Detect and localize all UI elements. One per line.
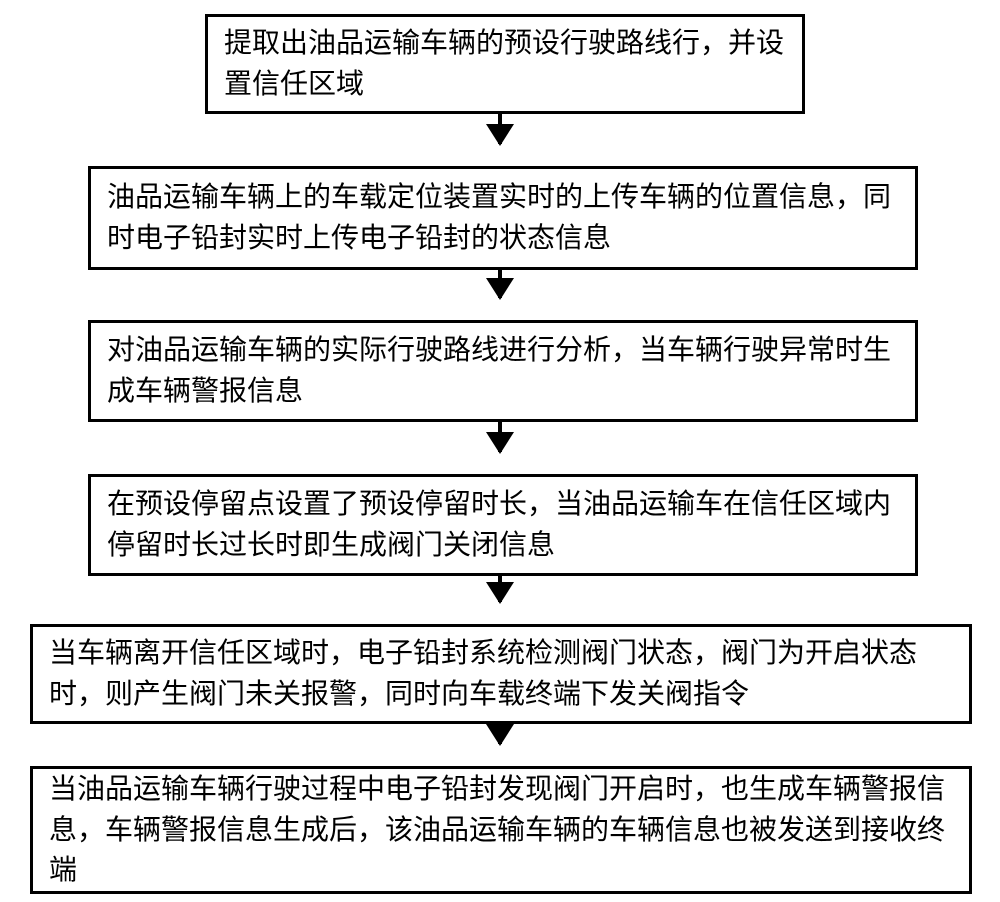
flow-arrow-1 (498, 114, 502, 144)
flow-node-2: 油品运输车辆上的车载定位装置实时的上传车辆的位置信息，同时电子铅封实时上传电子铅… (88, 166, 918, 270)
flow-node-4: 在预设停留点设置了预设停留时长，当油品运输车在信任区域内停留时长过长时即生成阀门… (88, 474, 918, 576)
flow-node-1-text: 提取出油品运输车辆的预设行驶路线行，并设置信任区域 (224, 23, 786, 104)
flow-node-5: 当车辆离开信任区域时，电子铅封系统检测阀门状态，阀门为开启状态时，则产生阀门未关… (30, 624, 972, 724)
flow-arrow-4 (498, 576, 502, 602)
flow-node-3: 对油品运输车辆的实际行驶路线进行分析，当车辆行驶异常时生成车辆警报信息 (88, 320, 918, 422)
flow-node-6-text: 当油品运输车辆行驶过程中电子铅封发现阀门开启时，也生成车辆警报信息，车辆警报信息… (49, 769, 953, 891)
flow-arrow-2 (498, 270, 502, 298)
flow-arrow-3 (498, 422, 502, 452)
flowchart-canvas: 提取出油品运输车辆的预设行驶路线行，并设置信任区域 油品运输车辆上的车载定位装置… (0, 0, 1000, 902)
flow-node-4-text: 在预设停留点设置了预设停留时长，当油品运输车在信任区域内停留时长过长时即生成阀门… (107, 484, 899, 565)
flow-node-2-text: 油品运输车辆上的车载定位装置实时的上传车辆的位置信息，同时电子铅封实时上传电子铅… (107, 177, 899, 258)
flow-arrow-5 (498, 724, 502, 744)
flow-node-6: 当油品运输车辆行驶过程中电子铅封发现阀门开启时，也生成车辆警报信息，车辆警报信息… (30, 766, 972, 894)
flow-node-1: 提取出油品运输车辆的预设行驶路线行，并设置信任区域 (205, 14, 805, 114)
flow-node-3-text: 对油品运输车辆的实际行驶路线进行分析，当车辆行驶异常时生成车辆警报信息 (107, 330, 899, 411)
flow-node-5-text: 当车辆离开信任区域时，电子铅封系统检测阀门状态，阀门为开启状态时，则产生阀门未关… (49, 633, 953, 714)
